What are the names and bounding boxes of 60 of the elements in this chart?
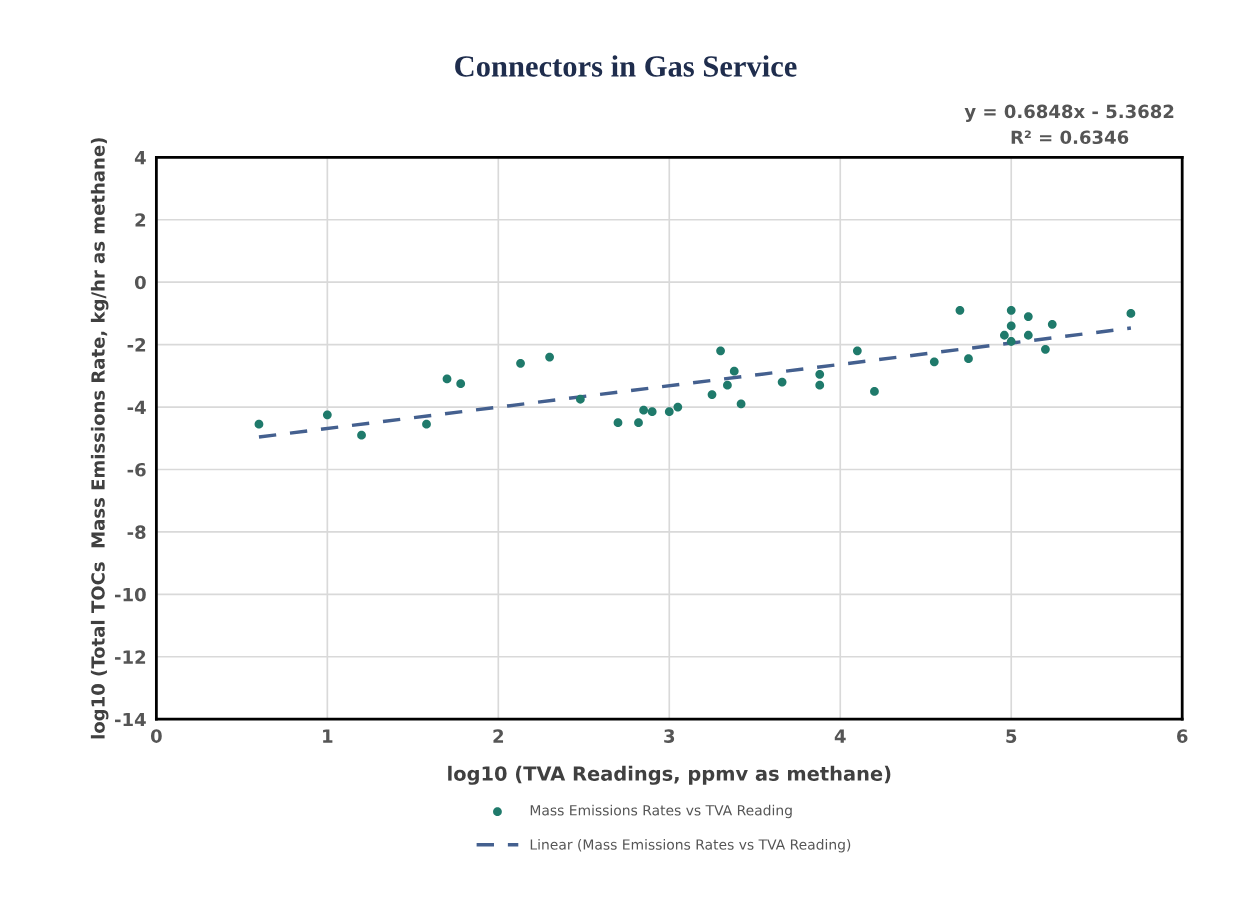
point	[1047, 319, 1057, 329]
y-axis-title: log10 (Total TOCs Mass Emissions Rate, kg/hr as methane)	[90, 138, 109, 739]
point	[516, 358, 525, 368]
y-tick-label: -14	[115, 712, 146, 727]
point	[870, 387, 879, 396]
point	[729, 366, 739, 376]
x-tick-label: 5	[1006, 729, 1017, 743]
point	[1023, 312, 1033, 321]
x-axis-title: log10 (TVA Readings, ppmv as methane)	[448, 765, 891, 785]
y-tick-label: -10	[115, 587, 146, 602]
point	[456, 379, 466, 389]
point	[964, 354, 973, 364]
point	[442, 374, 452, 384]
point	[815, 369, 825, 379]
point	[613, 418, 623, 428]
y-tick-label: -12	[115, 650, 146, 664]
point	[1006, 305, 1016, 315]
x-tick-label: 2	[493, 729, 504, 743]
point	[999, 330, 1009, 340]
x-tick-label: 0	[150, 729, 162, 743]
point	[955, 305, 965, 315]
point	[736, 399, 746, 409]
y-tick-label: -4	[127, 400, 146, 414]
y-tick-label: -8	[127, 525, 146, 540]
point	[1006, 337, 1016, 346]
point	[1006, 321, 1016, 331]
point	[673, 402, 683, 412]
point	[639, 405, 649, 415]
legend-label: Linear (Mass Emissions Rates vs TVA Reading)	[530, 839, 851, 853]
point	[575, 394, 585, 404]
point	[254, 419, 264, 429]
point	[634, 418, 643, 428]
point	[545, 352, 554, 362]
point	[357, 430, 366, 440]
point	[852, 346, 862, 356]
point	[777, 377, 787, 387]
point	[1041, 344, 1050, 354]
y-tick-label: -6	[127, 462, 146, 477]
point	[815, 380, 825, 390]
x-tick-label: 1	[323, 729, 333, 743]
legend-label: Mass Emissions Rates vs TVA Reading	[530, 804, 792, 819]
y-tick-label: -2	[127, 338, 146, 352]
point	[1023, 330, 1033, 340]
point	[707, 390, 717, 399]
point	[723, 380, 732, 390]
x-tick-label: 6	[1177, 729, 1188, 743]
x-tick-label: 3	[664, 729, 675, 743]
point	[716, 346, 725, 356]
y-tick-label: 4	[134, 151, 146, 165]
text: y = 0.6848x - 5.3682 R² = 0.6346	[964, 104, 1174, 145]
y-tick-label: 0	[134, 275, 146, 290]
point	[929, 357, 939, 367]
chart-title: Connectors in Gas Service	[455, 55, 797, 77]
y-tick-label: 2	[135, 213, 146, 227]
x-tick-label: 4	[834, 729, 846, 743]
point	[322, 410, 332, 420]
point	[1126, 309, 1136, 318]
point	[422, 419, 431, 429]
point	[647, 407, 657, 417]
point	[664, 407, 674, 417]
